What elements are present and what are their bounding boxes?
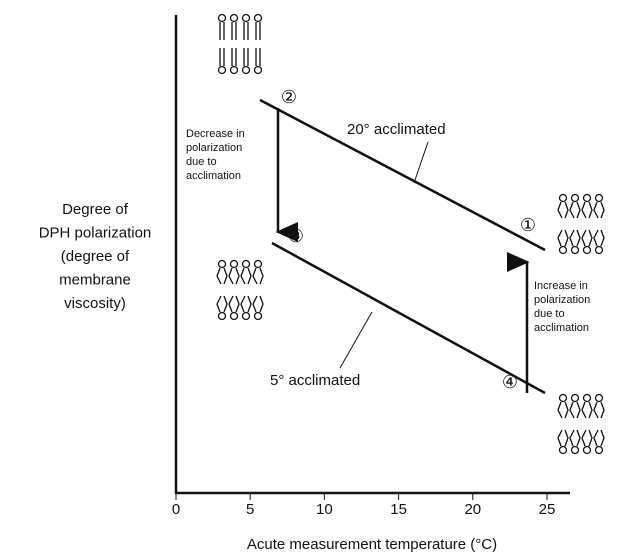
y-axis-label: Degree of DPH polarization (degree of membr… (39, 201, 152, 312)
x-ticks: 0 5 10 15 20 25 (172, 493, 556, 518)
x-tick-label: 10 (316, 501, 333, 518)
head (594, 445, 604, 455)
x-tick-label: 0 (172, 501, 180, 518)
head (217, 311, 227, 321)
y-label-line: viscosity) (64, 295, 126, 312)
tail (231, 22, 237, 66)
y-label-line: (degree of (61, 248, 130, 265)
annotation: Decrease in polarization due to acclimation (186, 128, 245, 182)
point-number: ① (520, 215, 536, 235)
tail (219, 22, 225, 66)
x-axis-label: Acute measurement temperature (°C) (247, 536, 497, 553)
annotation-line: acclimation (534, 322, 589, 334)
head (241, 13, 251, 23)
tail (557, 401, 569, 447)
head (253, 259, 263, 269)
head (253, 13, 263, 23)
point-number: ② (281, 87, 297, 107)
y-label-line: Degree of (62, 201, 129, 218)
head (570, 245, 580, 255)
annotation-line: Decrease in (186, 128, 245, 140)
annotation-line: acclimation (186, 170, 241, 182)
head (229, 13, 239, 23)
annotation-line: due to (534, 308, 565, 320)
leader (413, 141, 429, 184)
head (594, 393, 604, 403)
head (241, 259, 251, 269)
head (570, 193, 580, 203)
head (229, 311, 239, 321)
head (582, 193, 592, 203)
y-label-line: membrane (59, 271, 131, 288)
tail (216, 267, 228, 313)
tail (240, 267, 252, 313)
head (582, 393, 592, 403)
head (217, 13, 227, 23)
annotation: Increase in polarization due to acclimation (534, 280, 590, 334)
head (558, 445, 568, 455)
y-label-line: DPH polarization (39, 224, 152, 241)
head (558, 393, 568, 403)
tail (593, 401, 605, 447)
x-tick-label: 5 (246, 501, 254, 518)
head (558, 193, 568, 203)
tail (569, 401, 581, 447)
x-tick-label: 15 (390, 501, 407, 518)
lipid-icons (216, 13, 605, 455)
x-tick-label: 20 (464, 501, 481, 518)
tail (593, 201, 605, 247)
head (241, 65, 251, 75)
tail (569, 201, 581, 247)
head (570, 445, 580, 455)
head (241, 311, 251, 321)
head (582, 445, 592, 455)
head (594, 245, 604, 255)
head (582, 245, 592, 255)
head (229, 259, 239, 269)
tail (255, 22, 261, 66)
line-5 (271, 241, 546, 395)
tail (557, 201, 569, 247)
tail (252, 267, 264, 313)
head (558, 245, 568, 255)
head (253, 65, 263, 75)
annotation-line: due to (186, 156, 217, 168)
line-label: 20° acclimated (347, 121, 446, 138)
head (253, 311, 263, 321)
tail (581, 401, 593, 447)
tail (228, 267, 240, 313)
annotation-line: Increase in (534, 280, 588, 292)
head (229, 65, 239, 75)
point-number: ④ (502, 372, 518, 392)
leader (339, 311, 373, 369)
line-label: 5° acclimated (270, 372, 360, 389)
head (570, 393, 580, 403)
tail (581, 201, 593, 247)
tail (243, 22, 249, 66)
point-number: ③ (288, 226, 304, 246)
annotation-line: polarization (534, 294, 590, 306)
annotation-line: polarization (186, 142, 242, 154)
x-tick-label: 25 (539, 501, 556, 518)
head (594, 193, 604, 203)
head (217, 65, 227, 75)
head (217, 259, 227, 269)
line-20 (259, 98, 546, 252)
